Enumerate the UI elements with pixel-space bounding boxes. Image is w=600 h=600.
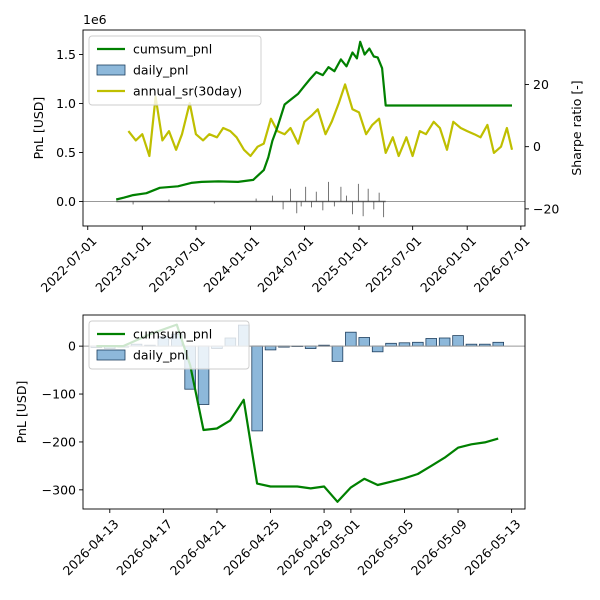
top-ytick-label: 0.0: [56, 194, 76, 209]
bottom-legend-swatch: [96, 349, 126, 361]
bottom-ytick-label: −100: [42, 387, 76, 402]
bottom-daily-pnl-bar: [358, 337, 370, 347]
bottom-ylabel: PnL [USD]: [14, 381, 29, 444]
top-legend-label: cumsum_pnl: [133, 42, 212, 57]
bottom-legend-label: daily_pnl: [133, 348, 189, 363]
bottom-daily-pnl-bar: [452, 335, 464, 347]
bottom-axes-frame: [82, 314, 526, 510]
top-ylabel: PnL [USD]: [31, 97, 46, 160]
top-y2tick-label: 0: [533, 139, 541, 154]
bottom-daily-pnl-bar: [371, 345, 384, 353]
top-sharpe-line: [127, 83, 514, 158]
bottom-daily-pnl-bar: [251, 345, 263, 432]
top-offset-text: 1e6: [83, 12, 107, 27]
chart-top: 0.00.51.01.5−200202022-07-012023-01-0120…: [31, 12, 584, 295]
bottom-daily-pnl-bar: [492, 341, 504, 347]
top-y2tick-label: 20: [533, 77, 549, 92]
top-legend-label: annual_sr(30day): [133, 84, 242, 99]
top-ytick-label: 1.0: [56, 96, 76, 111]
bottom-daily-pnl-bar: [345, 331, 357, 347]
bottom-ytick-label: −200: [42, 434, 76, 449]
top-legend-box: [88, 35, 262, 106]
bottom-daily-pnl-bar: [425, 338, 437, 347]
top-cumsum-line: [115, 40, 512, 201]
bottom-legend-label: cumsum_pnl: [133, 327, 212, 342]
top-legend-label: daily_pnl: [133, 63, 189, 78]
top-y2tick-label: −20: [533, 201, 559, 216]
bottom-legend-box: [88, 320, 250, 370]
top-ytick-label: 1.5: [56, 47, 76, 62]
bottom-daily-pnl-bar: [331, 345, 344, 362]
top-ytick-label: 0.5: [56, 145, 76, 160]
bottom-daily-pnl-bar: [412, 341, 424, 347]
top-y2label: Sharpe ratio [-]: [569, 80, 584, 175]
bottom-daily-pnl-bar: [438, 337, 451, 347]
top-legend-swatch: [96, 64, 126, 76]
bottom-ytick-label: 0: [68, 339, 76, 354]
bottom-ytick-label: −300: [42, 482, 76, 497]
bottom-daily-pnl-bar: [264, 345, 277, 351]
bottom-cumsum-line: [96, 323, 499, 503]
